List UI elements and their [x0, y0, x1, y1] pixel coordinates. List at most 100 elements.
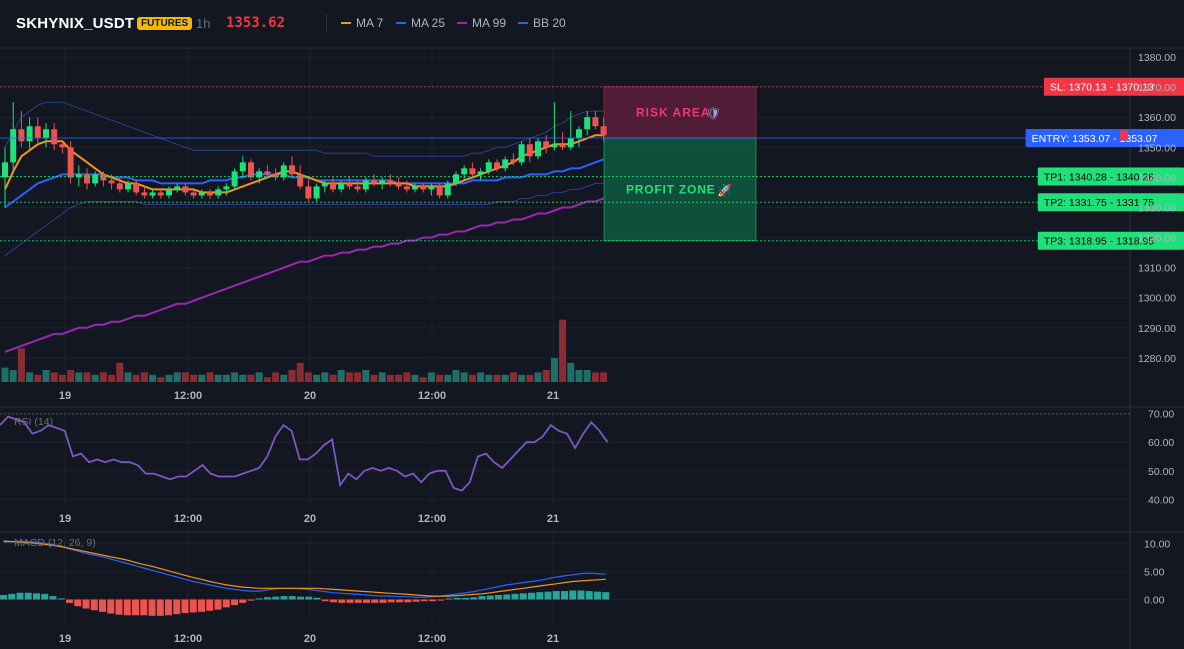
time-axis: 19 12:00 20 12:00 21 19 12:00 20 12:00 21 19 12:00 2…	[59, 390, 559, 645]
ma99-line	[4, 197, 604, 353]
candle-body-56	[461, 168, 468, 175]
macd-hist-bar-27	[222, 599, 230, 608]
candle-body-39	[321, 183, 328, 187]
volume-bar-50	[411, 374, 419, 382]
macd-hist-bar-49	[404, 599, 412, 603]
legend-ma7[interactable]: MA 7	[341, 16, 383, 30]
volume-bar-22	[181, 372, 189, 382]
candle-body-7	[59, 144, 66, 148]
time-tick-1-4: 21	[547, 513, 559, 525]
volume-bar-6	[50, 372, 58, 382]
macd-panel: 10.00 5.00 0.00 MACD (12, 26, 9)	[0, 537, 1170, 616]
volume-bar-62	[509, 372, 517, 382]
volume-bar-68	[559, 319, 567, 382]
macd-hist-bar-42	[346, 599, 354, 603]
macd-hist-bar-18	[148, 599, 156, 616]
volume-bar-72	[591, 372, 599, 382]
volume-bar-53	[436, 374, 444, 382]
macd-hist-bar-14	[115, 599, 123, 615]
volume-bar-40	[329, 374, 337, 382]
symbol-title[interactable]: SKHYNIX_USDT	[16, 15, 135, 32]
volume-bar-33	[272, 372, 280, 382]
volume-bar-56	[460, 372, 468, 382]
candle-body-33	[272, 174, 279, 178]
volume-bar-27	[222, 374, 230, 382]
chart-header: SKHYNIX_USDT FUTURES 1h 1353.62 MA 7 MA …	[0, 0, 1184, 48]
macd-hist-bar-61	[503, 594, 511, 600]
candle-body-8	[67, 147, 74, 178]
volume-bar-64	[526, 374, 534, 382]
legend-bb20[interactable]: BB 20	[518, 16, 566, 30]
volume-bar-67	[550, 358, 558, 382]
macd-tick-2: 0.00	[1144, 595, 1165, 607]
volume-bar-38	[313, 374, 321, 382]
candle-body-37	[305, 186, 312, 199]
macd-hist-bar-72	[594, 591, 601, 600]
macd-tick-1: 5.00	[1144, 566, 1165, 578]
volume-bar-43	[354, 372, 362, 382]
candlesticks	[2, 102, 607, 208]
macd-hist-bar-12	[99, 599, 106, 612]
macd-hist-bar-28	[231, 599, 238, 606]
candle-body-68	[559, 144, 566, 148]
macd-hist-bar-4	[33, 593, 40, 600]
time-tick-0-0: 19	[59, 390, 71, 402]
macd-hist-bar-52	[429, 599, 436, 602]
time-tick-0-1: 12:00	[174, 390, 202, 402]
candle-body-27	[223, 186, 230, 190]
macd-hist-bar-65	[536, 592, 544, 600]
legend-ma25[interactable]: MA 25	[396, 16, 445, 30]
macd-hist-bar-35	[288, 596, 296, 600]
price-tick-2: 1360.00	[1138, 112, 1176, 124]
macd-hist-bar-7	[57, 598, 65, 600]
volume-bar-35	[288, 370, 296, 382]
level-tag-4	[1037, 231, 1184, 250]
macd-hist-bar-56	[462, 597, 469, 600]
timeframe-label[interactable]: 1h	[196, 16, 211, 31]
candle-body-6	[51, 129, 58, 145]
legend-ma99[interactable]: MA 99	[457, 16, 506, 30]
macd-hist-bar-45	[371, 599, 379, 603]
macd-hist-bar-33	[272, 596, 280, 600]
time-tick-1-2: 20	[304, 513, 316, 525]
candle-body-34	[280, 165, 287, 178]
bb-lower-line	[4, 182, 604, 257]
price-tick-3: 1350.00	[1138, 142, 1176, 154]
candle-body-29	[239, 162, 246, 172]
volume-bar-15	[124, 372, 132, 382]
macd-hist-bar-36	[297, 596, 304, 600]
macd-hist-bar-15	[123, 599, 131, 616]
volume-bar-59	[485, 374, 493, 382]
macd-hist-bar-25	[206, 599, 214, 611]
candle-body-44	[362, 180, 369, 190]
candle-body-62	[510, 159, 517, 163]
candle-body-15	[125, 183, 131, 190]
volume-bar-4	[34, 374, 42, 382]
bollinger-bands	[4, 101, 604, 257]
time-tick-1-1: 12:00	[174, 513, 202, 525]
candle-body-5	[43, 129, 49, 139]
macd-hist-bar-5	[41, 593, 49, 600]
legend-bb20-label: BB 20	[533, 16, 566, 30]
candle-body-10	[84, 174, 90, 184]
volume-bar-58	[477, 372, 485, 382]
shield-icon: 🛡	[706, 106, 721, 120]
volume-bar-14	[116, 362, 124, 382]
bb20-swatch-icon	[518, 22, 528, 24]
volume-bar-37	[304, 372, 312, 382]
volume-bar-48	[395, 374, 403, 382]
macd-hist-bar-68	[561, 591, 568, 600]
candle-body-0	[2, 162, 8, 178]
candle-body-17	[141, 192, 148, 196]
candle-body-73	[600, 126, 607, 136]
rsi-line	[0, 415, 609, 492]
volume-bar-34	[280, 374, 288, 382]
candle-body-61	[502, 159, 509, 169]
candle-body-3	[26, 126, 33, 142]
profit-zone	[603, 137, 757, 242]
time-tick-2-2: 20	[304, 633, 316, 645]
macd-hist-bar-22	[181, 599, 189, 613]
volume-bar-71	[583, 370, 591, 382]
volume-bar-19	[157, 377, 165, 382]
